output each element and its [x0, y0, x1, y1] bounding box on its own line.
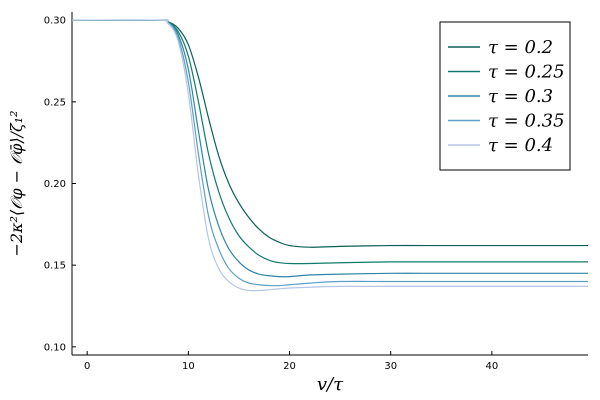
x-tick-label: 10 — [182, 361, 195, 372]
legend: τ = 0.2 τ = 0.25 τ = 0.3 τ = 0.35 τ = 0.4 — [439, 21, 571, 171]
y-tick-label: 0.10 — [44, 342, 66, 353]
legend-label: τ = 0.4 — [488, 135, 553, 156]
x-tick-label: 30 — [384, 361, 397, 372]
legend-label: τ = 0.3 — [488, 86, 553, 107]
x-axis-label: v/τ — [317, 374, 344, 395]
series-line-5 — [71, 19, 588, 292]
legend-label: τ = 0.35 — [488, 111, 565, 132]
legend-label: τ = 0.25 — [488, 62, 565, 83]
series-lines — [71, 19, 588, 292]
series-line-4 — [71, 19, 588, 287]
x-axis-ticks: 0 10 20 30 40 — [84, 351, 498, 372]
x-tick-label: 40 — [486, 361, 499, 372]
series-line-3 — [71, 19, 588, 278]
y-tick-label: 0.15 — [44, 261, 66, 272]
y-axis-label: −2κ²⟨𝒪φ − 𝒪φ̄⟩/ζ₁² — [7, 110, 26, 256]
x-tick-label: 20 — [283, 361, 296, 372]
y-tick-label: 0.25 — [44, 97, 66, 108]
y-tick-label: 0.20 — [44, 179, 66, 190]
y-axis-ticks: 0.10 0.15 0.20 0.25 0.30 — [44, 16, 76, 353]
y-tick-label: 0.30 — [44, 16, 66, 27]
series-line-1 — [71, 19, 588, 248]
x-tick-label: 0 — [84, 361, 90, 372]
series-line-2 — [71, 19, 588, 265]
legend-label: τ = 0.2 — [488, 37, 553, 58]
